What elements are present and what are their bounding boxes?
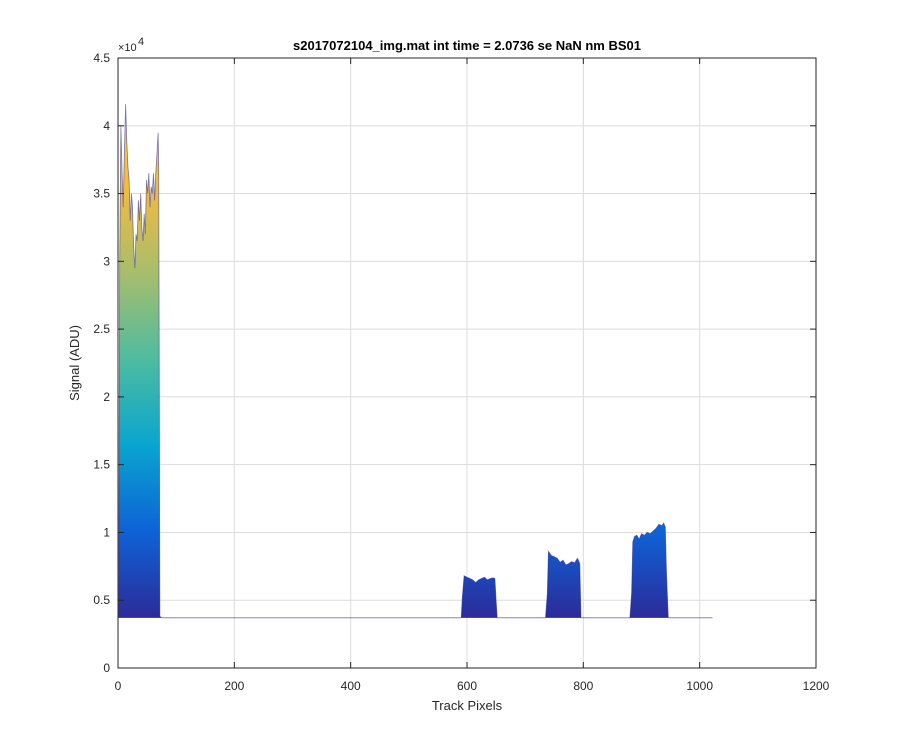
x-tick-label: 400 xyxy=(341,679,361,693)
y-exponent-base: ×10 xyxy=(118,42,137,54)
y-tick-label: 1 xyxy=(103,525,110,539)
y-tick-label: 4 xyxy=(103,119,110,133)
y-tick-label: 1.5 xyxy=(93,458,110,472)
y-tick-label: 2 xyxy=(103,390,110,404)
y-tick-label: 3 xyxy=(103,254,110,268)
series-outline xyxy=(118,104,713,619)
x-tick-label: 1000 xyxy=(686,679,713,693)
x-tick-label: 0 xyxy=(115,679,122,693)
y-exponent-power: 4 xyxy=(138,36,144,48)
y-tick-label: 0 xyxy=(103,661,110,675)
y-tick-label: 0.5 xyxy=(93,593,110,607)
series-area xyxy=(118,104,713,619)
x-axis-label: Track Pixels xyxy=(432,698,503,713)
x-tick-label: 1200 xyxy=(803,679,830,693)
series-fill xyxy=(118,104,713,618)
x-ticks: 0 200 400 600 800 1000 1200 xyxy=(115,58,830,693)
y-axis-label: Signal (ADU) xyxy=(67,325,82,401)
chart-title: s2017072104_img.mat int time = 2.0736 se… xyxy=(293,38,641,53)
x-tick-label: 200 xyxy=(224,679,244,693)
y-tick-label: 4.5 xyxy=(93,51,110,65)
y-ticks: 0 0.5 1 1.5 2 2.5 3 3.5 4 4.5 xyxy=(93,51,816,675)
x-tick-label: 800 xyxy=(573,679,593,693)
x-tick-label: 600 xyxy=(457,679,477,693)
grid-lines xyxy=(118,58,816,668)
y-tick-label: 2.5 xyxy=(93,322,110,336)
y-tick-label: 3.5 xyxy=(93,187,110,201)
